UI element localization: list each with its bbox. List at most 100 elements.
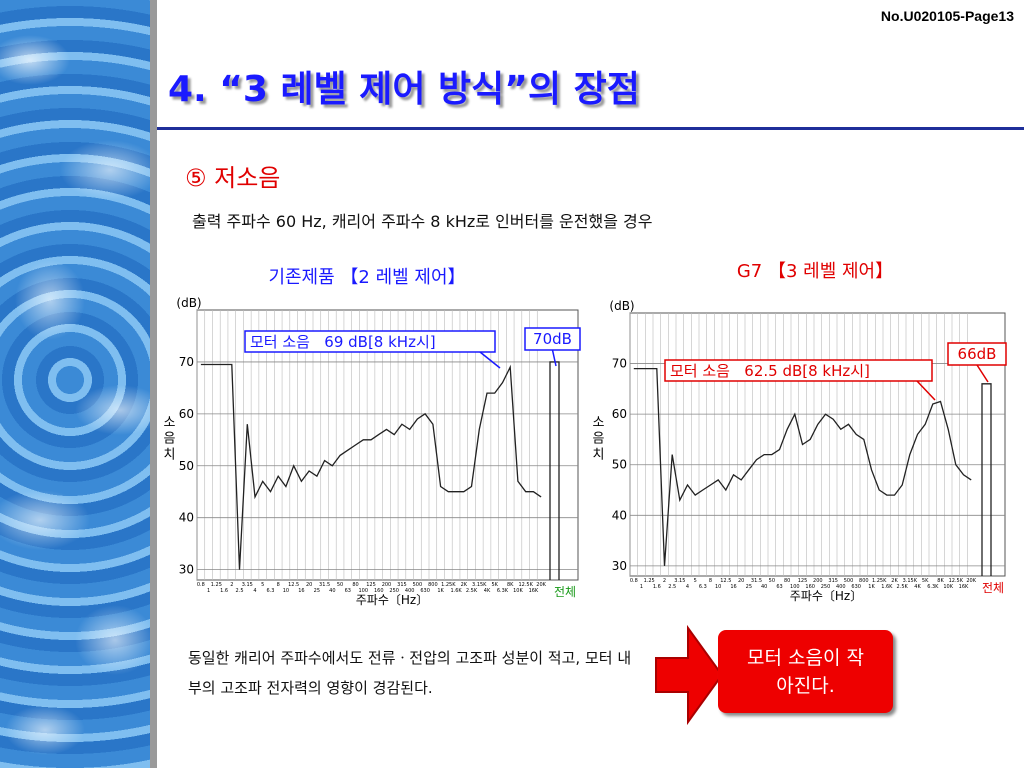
- x-tick-label: 20K: [536, 582, 546, 588]
- x-tick-label: 100: [790, 584, 800, 590]
- x-tick-label: 2.5K: [466, 588, 478, 594]
- x-tick-label: 1.25K: [872, 578, 887, 584]
- plot-area: [629, 312, 1006, 577]
- x-tick-label: 0.8: [197, 582, 205, 588]
- x-tick-label: 1K: [868, 584, 875, 590]
- x-tick-label: 1.25K: [441, 582, 456, 588]
- x-tick-label: 2K: [891, 578, 898, 584]
- y-tick-label: 30: [612, 559, 627, 573]
- x-tick-label: 6.3: [699, 584, 707, 590]
- x-tick-label: 630: [420, 588, 430, 594]
- title-rule: [157, 127, 1024, 130]
- x-tick-label: 315: [397, 582, 407, 588]
- y-tick-label: 50: [612, 458, 627, 472]
- x-tick-label: 400: [836, 584, 846, 590]
- x-tick-label: 10: [283, 588, 289, 594]
- peak-label: 70dB: [533, 330, 572, 348]
- x-tick-label: 80: [784, 578, 790, 584]
- condition-text: 출력 주파수 60 Hz, 캐리어 주파수 8 kHz로 인버터를 운전했을 경…: [192, 212, 653, 231]
- x-tick-label: 2: [230, 582, 233, 588]
- page-number: No.U020105-Page13: [880, 8, 1014, 24]
- x-tick-label: 6.3: [266, 588, 274, 594]
- arrow-graphic: [655, 624, 724, 726]
- x-tick-label: 200: [382, 582, 392, 588]
- x-tick-label: 20K: [966, 578, 976, 584]
- y-tick-label: 30: [179, 563, 194, 577]
- sidebar-texture: [0, 0, 157, 768]
- x-tick-label: 400: [405, 588, 415, 594]
- x-tick-label: 100: [358, 588, 368, 594]
- x-tick-label: 500: [413, 582, 423, 588]
- x-tick-label: 4K: [914, 584, 921, 590]
- x-tick-label: 125: [366, 582, 376, 588]
- x-tick-label: 40: [329, 588, 335, 594]
- x-tick-label: 1K: [437, 588, 444, 594]
- x-tick-label: 20: [306, 582, 312, 588]
- noise-line: [200, 363, 542, 570]
- x-tick-label: 3.15K: [903, 578, 918, 584]
- annotation-box: [664, 359, 933, 382]
- x-tick-label: 80: [352, 582, 358, 588]
- x-tick-label: 8: [277, 582, 280, 588]
- annotation-box: [244, 330, 496, 353]
- peak-arrow: [976, 364, 989, 383]
- peak-label: 66dB: [958, 345, 997, 363]
- x-tick-label: 800: [859, 578, 869, 584]
- x-tick-label: 5: [261, 582, 264, 588]
- x-tick-label: 16K: [959, 584, 969, 590]
- x-tick-label: 1.6: [220, 588, 228, 594]
- y-tick-label: 60: [179, 407, 194, 421]
- x-tick-label: 2: [663, 578, 666, 584]
- x-tick-label: 125: [798, 578, 808, 584]
- x-tick-label: 250: [389, 588, 399, 594]
- slide-title: 4. “3 레벨 제어 방식”의 장점: [168, 69, 640, 110]
- x-tick-label: 6.3K: [927, 584, 939, 590]
- chart-title: 기존제품 【2 레벨 제어】: [268, 267, 465, 288]
- peak-arrow: [551, 349, 557, 367]
- x-tick-label: 3.15: [674, 578, 685, 584]
- x-tick-label: 8: [709, 578, 712, 584]
- x-tick-label: 4: [253, 588, 256, 594]
- x-tick-label: 50: [337, 582, 343, 588]
- x-tick-label: 2.5: [236, 588, 244, 594]
- x-tick-label: 4: [686, 584, 689, 590]
- y-tick-label: 40: [179, 511, 194, 525]
- callout-box: 모터 소음이 작아진다.: [718, 630, 893, 713]
- total-label: 전체: [982, 581, 1004, 595]
- x-tick-label: 160: [805, 584, 815, 590]
- y-tick-label: 70: [179, 355, 194, 369]
- annotation-arrow: [916, 380, 936, 401]
- x-tick-label: 5K: [922, 578, 929, 584]
- x-tick-label: 25: [314, 588, 320, 594]
- x-tick-label: 0.8: [630, 578, 638, 584]
- x-tick-label: 800: [428, 582, 438, 588]
- x-tick-label: 31.5: [751, 578, 762, 584]
- x-tick-label: 250: [821, 584, 831, 590]
- y-unit: (dB): [609, 299, 634, 313]
- x-tick-label: 63: [776, 584, 782, 590]
- x-tick-label: 16K: [529, 588, 539, 594]
- y-axis-label: 소음치: [589, 415, 604, 463]
- x-tick-label: 5K: [491, 582, 498, 588]
- x-tick-label: 12.5: [720, 578, 731, 584]
- x-tick-label: 3.15: [242, 582, 253, 588]
- x-tick-label: 6.3K: [497, 588, 509, 594]
- x-tick-label: 1.25: [644, 578, 655, 584]
- x-tick-label: 10K: [943, 584, 953, 590]
- y-axis-label: 소음치: [160, 415, 175, 463]
- y-tick-label: 40: [612, 508, 627, 522]
- x-tick-label: 10K: [513, 588, 523, 594]
- annotation: 모터 소음 69 dB[8 kHz시]: [250, 333, 436, 351]
- x-tick-label: 12.5: [288, 582, 299, 588]
- callout-text: 모터 소음이 작아진다.: [747, 646, 864, 697]
- plot-area: [196, 309, 579, 581]
- y-tick-label: 50: [179, 459, 194, 473]
- y-unit: (dB): [176, 296, 201, 310]
- x-axis-label: 주파수〔Hz〕: [356, 593, 428, 607]
- right-arrow: [655, 624, 724, 726]
- overall-bar: [981, 383, 992, 576]
- annotation-arrow: [479, 351, 501, 369]
- x-tick-label: 8K: [937, 578, 944, 584]
